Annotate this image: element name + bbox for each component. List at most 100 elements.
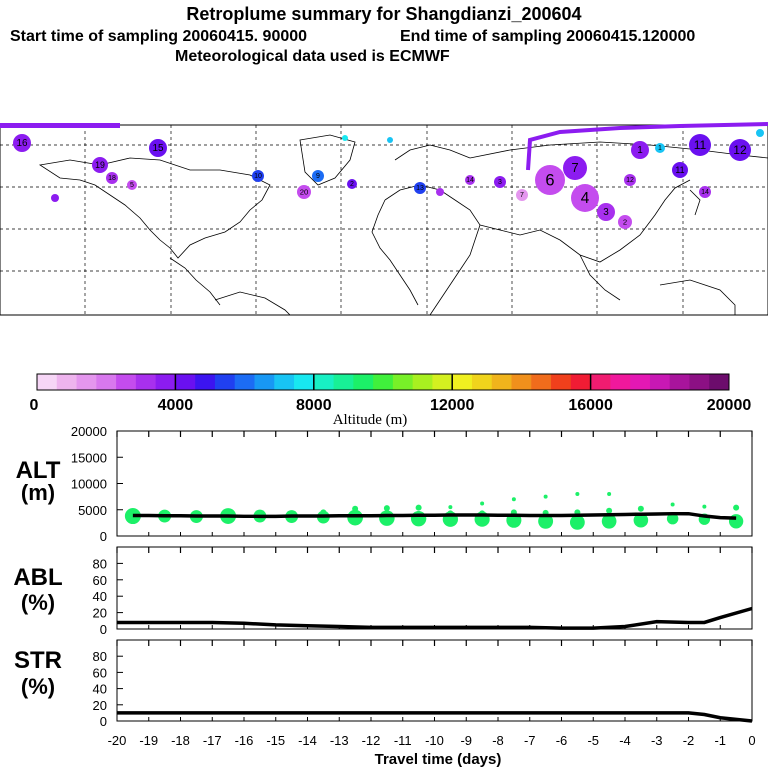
plume-cluster bbox=[465, 175, 475, 185]
colorbar-swatch bbox=[669, 374, 690, 390]
plume-cluster-label: 12 bbox=[733, 143, 747, 157]
x-axis-label: Travel time (days) bbox=[375, 751, 502, 768]
colorbar-swatch bbox=[37, 374, 58, 390]
colorbar-swatch bbox=[195, 374, 216, 390]
plume-cluster bbox=[618, 215, 632, 229]
x-tick-label: -6 bbox=[556, 733, 568, 748]
x-tick-label: -17 bbox=[203, 733, 222, 748]
plume-cluster-label: 1 bbox=[637, 145, 643, 156]
cluster-point bbox=[575, 492, 580, 496]
cluster-point bbox=[633, 512, 649, 528]
plume-cluster bbox=[149, 139, 167, 157]
colorbar-swatch bbox=[254, 374, 275, 390]
panel-unit-label: (%) bbox=[21, 674, 55, 699]
y-tick-label: 80 bbox=[93, 556, 107, 571]
plume-cluster bbox=[347, 179, 357, 189]
cluster-point bbox=[480, 501, 485, 506]
colorbar-tick-label: 8000 bbox=[296, 397, 332, 414]
y-tick-label: 0 bbox=[100, 714, 107, 729]
x-tick-label: -1 bbox=[714, 733, 726, 748]
colorbar-tick-label: 20000 bbox=[707, 397, 752, 414]
plume-cluster-label: 6 bbox=[545, 171, 554, 189]
plume-cluster bbox=[563, 156, 587, 180]
plume-cluster-label: 12 bbox=[626, 177, 634, 184]
panel-unit-label: (%) bbox=[21, 590, 55, 615]
y-tick-label: 60 bbox=[93, 573, 107, 588]
panel-frame bbox=[116, 430, 753, 537]
colorbar-swatch bbox=[155, 374, 176, 390]
plume-cluster-label: 10 bbox=[254, 173, 262, 180]
x-tick-label: -13 bbox=[330, 733, 349, 748]
colorbar-swatch bbox=[373, 374, 394, 390]
cluster-point bbox=[670, 502, 675, 507]
y-tick-label: 80 bbox=[93, 649, 107, 664]
y-tick-label: 10000 bbox=[71, 477, 107, 492]
colorbar-swatch bbox=[214, 374, 236, 390]
colorbar-swatch bbox=[649, 374, 671, 390]
cluster-point bbox=[733, 504, 740, 511]
colorbar-swatch bbox=[590, 374, 611, 390]
panel-alt: 0 5000 10000 15000 20000 ALT(m) bbox=[16, 424, 753, 544]
y-tick-label: 60 bbox=[93, 665, 107, 680]
cluster-point bbox=[607, 492, 612, 496]
plume-cluster bbox=[624, 174, 636, 186]
x-tick-label: -7 bbox=[524, 733, 536, 748]
plume-cluster-label: 18 bbox=[108, 175, 116, 182]
plume-cluster bbox=[92, 157, 108, 173]
plume-cluster bbox=[297, 185, 311, 199]
plume-cluster bbox=[729, 139, 751, 161]
cluster-point bbox=[511, 497, 516, 502]
colorbar-swatch bbox=[432, 374, 453, 390]
colorbar-tick-label: 0 bbox=[30, 397, 39, 414]
plume-cluster-label: 13 bbox=[416, 185, 424, 192]
panel-frame bbox=[116, 546, 753, 630]
altitude-colorbar bbox=[36, 373, 730, 391]
x-tick-label: -9 bbox=[460, 733, 472, 748]
cluster-point bbox=[538, 513, 554, 529]
x-tick-label: -8 bbox=[492, 733, 504, 748]
colorbar-swatch bbox=[116, 374, 137, 390]
plume-cluster bbox=[312, 170, 324, 182]
mean-altitude-line bbox=[132, 511, 737, 520]
plume-cluster bbox=[571, 184, 599, 212]
plume-cluster bbox=[51, 194, 59, 202]
colorbar-tick-labels: 0 4000 8000 12000 16000 20000 bbox=[30, 397, 752, 414]
colorbar-swatch bbox=[175, 374, 196, 390]
cluster-point bbox=[543, 494, 548, 499]
x-tick-label: -18 bbox=[171, 733, 190, 748]
colorbar-swatch bbox=[234, 374, 255, 390]
plume-cluster-label: 14 bbox=[701, 189, 709, 196]
plume-cluster-label: 3 bbox=[498, 179, 502, 186]
series-line bbox=[117, 711, 753, 723]
cluster-point bbox=[637, 505, 644, 512]
plume-cluster bbox=[631, 141, 649, 159]
plume-cluster bbox=[414, 182, 426, 194]
cluster-point bbox=[606, 507, 613, 514]
y-tick-label: 5000 bbox=[78, 503, 107, 518]
plume-cluster bbox=[106, 172, 118, 184]
plume-cluster-label: 11 bbox=[694, 138, 707, 152]
cluster-point bbox=[347, 509, 363, 526]
y-tick-label: 40 bbox=[93, 589, 107, 604]
plume-cluster-label: 7 bbox=[571, 160, 578, 175]
colorbar-swatch bbox=[511, 374, 532, 390]
x-tick-label: 0 bbox=[748, 733, 755, 748]
x-tick-label: -12 bbox=[362, 733, 381, 748]
time-series-panels: 05000100001500020000ALT(m)020406080ABL(%… bbox=[13, 424, 753, 729]
plume-cluster-label: 9 bbox=[316, 173, 320, 180]
colorbar-tick-label: 4000 bbox=[158, 397, 194, 414]
x-tick-label: -16 bbox=[235, 733, 254, 748]
plume-cluster bbox=[387, 137, 393, 143]
x-tick-label: -19 bbox=[139, 733, 158, 748]
x-tick-label: -5 bbox=[587, 733, 599, 748]
start-time-label: Start time of sampling 20060415. 90000 bbox=[10, 28, 307, 45]
series-line bbox=[117, 606, 753, 630]
plume-cluster bbox=[252, 170, 264, 182]
panel-label: STR bbox=[14, 647, 62, 674]
colorbar-tick-label: 16000 bbox=[568, 397, 613, 414]
plume-cluster bbox=[342, 135, 348, 141]
